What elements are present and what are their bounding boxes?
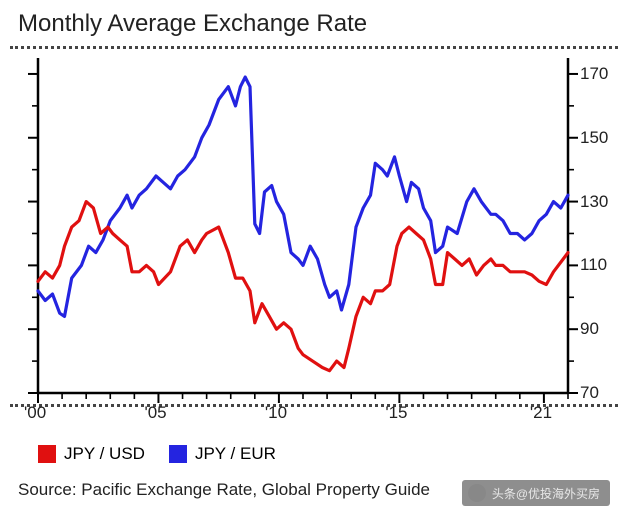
legend: JPY / USD JPY / EUR	[38, 444, 276, 464]
y-tick-label: 70	[580, 383, 599, 403]
x-tick-label: '10	[265, 403, 287, 423]
line-chart	[38, 58, 568, 393]
watermark: 头条@优投海外买房	[462, 480, 610, 506]
y-tick-label: 150	[580, 128, 608, 148]
legend-label: JPY / EUR	[195, 444, 276, 464]
watermark-text: 头条@优投海外买房	[492, 485, 600, 502]
y-tick-label: 110	[580, 255, 607, 275]
source-text: Source: Pacific Exchange Rate, Global Pr…	[18, 480, 430, 500]
y-tick-label: 90	[580, 319, 599, 339]
legend-label: JPY / USD	[64, 444, 145, 464]
legend-swatch-icon	[169, 445, 187, 463]
x-tick-label: '00	[24, 403, 46, 423]
y-tick-label: 130	[580, 192, 608, 212]
chart-svg	[38, 58, 568, 393]
chart-title: Monthly Average Exchange Rate	[18, 10, 367, 38]
y-tick-label: 170	[580, 64, 608, 84]
x-tick-label: '15	[385, 403, 407, 423]
legend-swatch-icon	[38, 445, 56, 463]
legend-item: JPY / USD	[38, 444, 145, 464]
x-tick-label: '21	[530, 403, 552, 423]
legend-item: JPY / EUR	[169, 444, 276, 464]
dotted-rule-bottom	[10, 404, 618, 407]
dotted-rule-top	[10, 46, 618, 49]
x-tick-label: '05	[144, 403, 166, 423]
watermark-logo-icon	[468, 484, 486, 502]
